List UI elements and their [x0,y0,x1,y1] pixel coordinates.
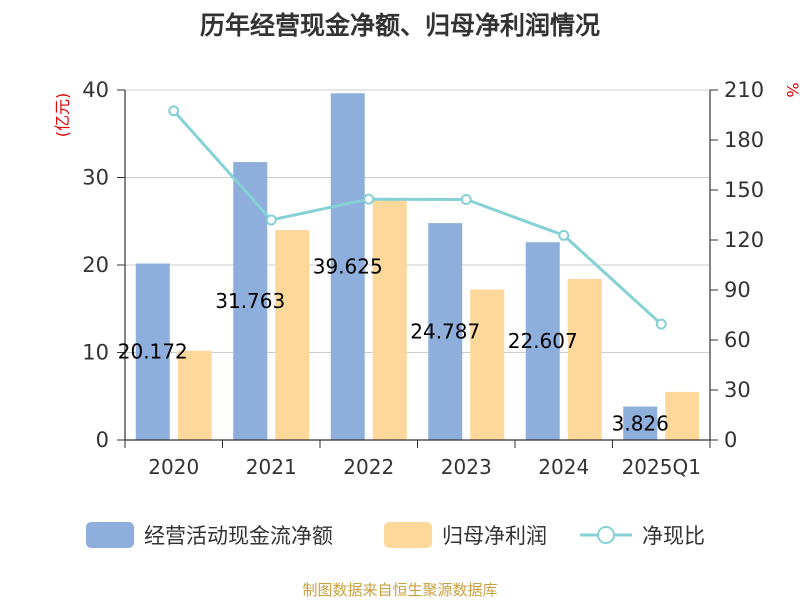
x-tick-label: 2023 [441,455,492,479]
x-tick-label: 2020 [148,455,199,479]
cashflow-value-label: 3.826 [612,411,669,435]
cashflow-value-label: 22.607 [508,329,578,353]
bars [135,93,700,441]
legend: 经营活动现金流净额 归母净利润 净现比 [86,522,705,548]
ratio-point [265,214,277,226]
left-axis-unit: (亿元) [53,93,72,138]
left-tick-label: 0 [96,428,109,452]
legend-marker-ratio [597,526,615,544]
ratio-point [655,318,667,330]
ratio-point [558,229,570,241]
cashflow-bar [330,93,365,440]
profit-bar [470,289,505,440]
right-tick-label: 60 [724,328,751,352]
cashflow-bar [135,263,170,440]
profit-bar [177,350,212,440]
cashflow-bar [623,406,658,440]
right-tick-label: 90 [724,278,751,302]
right-axis-unit: % [783,82,800,97]
x-tick-label: 2022 [343,455,394,479]
axes: 0 10 20 30 40 0 30 60 90 120 150 180 210 2020 2021 2022… [82,78,764,479]
legend-label-cashflow: 经营活动现金流净额 [144,524,333,548]
cashflow-bar [428,223,463,440]
cashflow-value-label: 31.763 [215,289,285,313]
right-tick-label: 210 [724,78,764,102]
data-labels: 20.172 31.763 39.625 24.787 22.607 3.826 [118,255,669,436]
left-tick-label: 20 [82,253,109,277]
legend-swatch-profit [384,522,432,548]
ratio-polyline [172,109,663,326]
profit-bar [372,199,407,440]
left-tick-label: 40 [82,78,109,102]
cashflow-bar [525,242,560,440]
legend-label-profit: 归母净利润 [442,524,547,548]
ratio-line [168,105,667,330]
x-tick-label: 2025Q1 [622,455,701,479]
x-tick-label: 2024 [538,455,589,479]
profit-bar [665,391,700,440]
right-tick-label: 150 [724,178,764,202]
legend-swatch-cashflow [86,522,134,548]
ratio-point [460,194,472,205]
cashflow-value-label: 24.787 [410,320,480,344]
right-tick-label: 180 [724,128,764,152]
legend-label-ratio: 净现比 [642,524,705,548]
source-note: 制图数据来自恒生聚源数据库 [302,581,497,599]
gridlines [125,89,710,353]
cashflow-value-label: 39.625 [313,255,383,279]
left-tick-label: 10 [82,341,109,365]
left-tick-label: 30 [82,166,109,190]
chart-title: 历年经营现金净额、归母净利润情况 [200,11,600,40]
x-tick-label: 2021 [246,455,297,479]
right-tick-label: 0 [724,428,737,452]
right-tick-label: 30 [724,378,751,402]
profit-bar [275,230,310,440]
ratio-point [363,193,375,205]
profit-bar [567,279,602,440]
cashflow-value-label: 20.172 [118,340,188,364]
right-tick-label: 120 [724,228,764,252]
ratio-point [168,105,180,117]
